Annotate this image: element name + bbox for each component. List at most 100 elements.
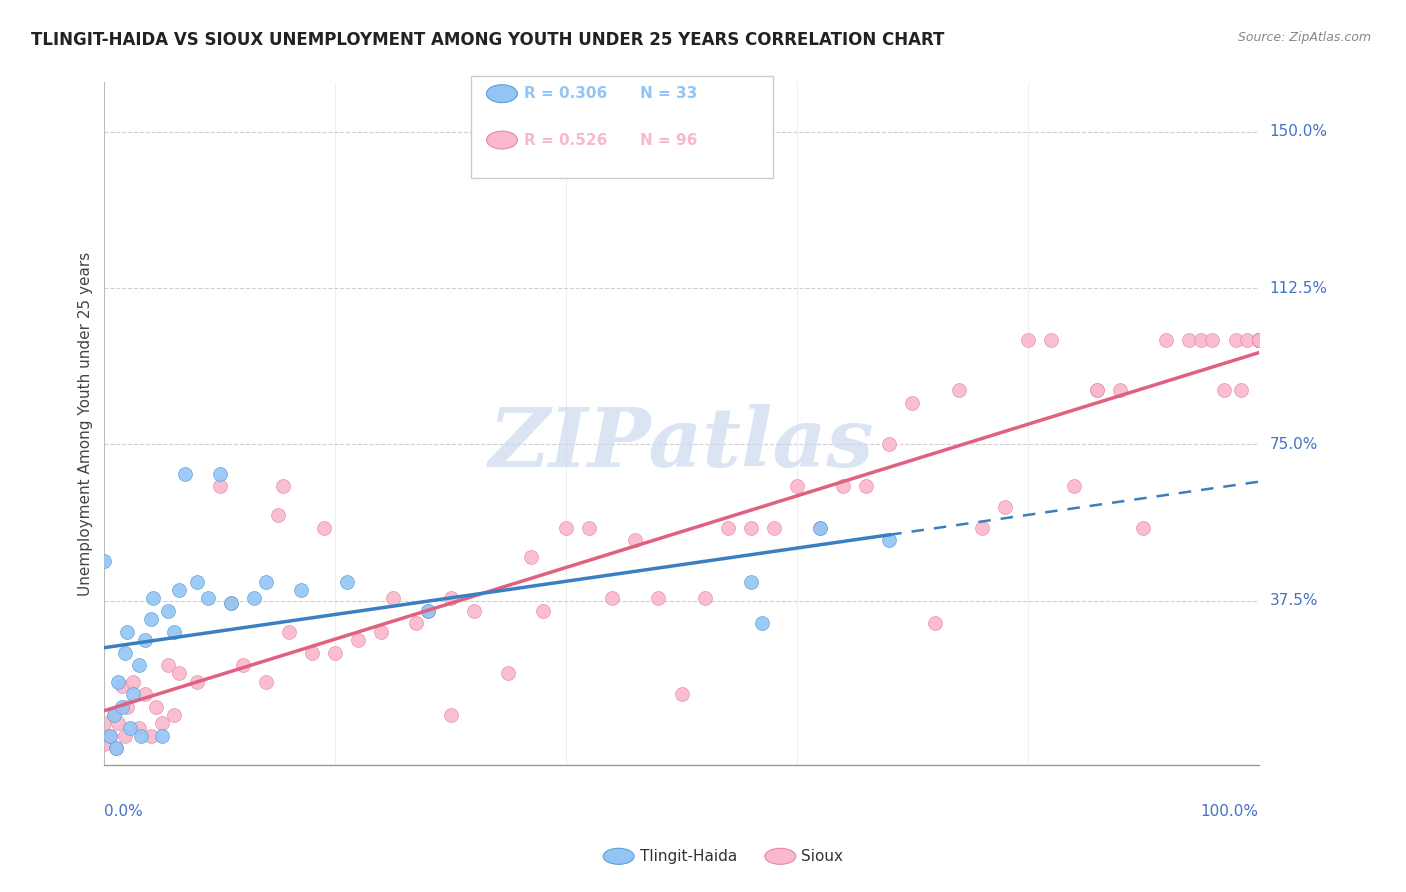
Point: [301, 646, 323, 660]
Point: [416, 604, 439, 618]
Point: [131, 729, 153, 743]
Text: 0.0%: 0.0%: [104, 804, 143, 819]
Point: [208, 467, 231, 481]
Point: [1247, 333, 1270, 347]
Point: [323, 646, 346, 660]
Point: [271, 479, 294, 493]
Point: [1247, 333, 1270, 347]
Point: [111, 679, 134, 693]
Point: [114, 729, 136, 743]
Point: [1017, 333, 1039, 347]
Point: [232, 658, 254, 673]
Point: [162, 624, 184, 639]
Point: [717, 521, 740, 535]
Point: [463, 604, 485, 618]
Point: [832, 479, 855, 493]
Point: [1247, 333, 1270, 347]
Point: [114, 646, 136, 660]
Point: [107, 674, 129, 689]
Text: 100.0%: 100.0%: [1201, 804, 1258, 819]
Point: [169, 583, 191, 598]
Point: [107, 716, 129, 731]
Point: [254, 674, 277, 689]
Point: [370, 624, 392, 639]
Point: [336, 574, 359, 589]
Point: [221, 596, 243, 610]
Point: [1247, 333, 1270, 347]
Text: ZIPatlas: ZIPatlas: [489, 404, 875, 484]
Point: [624, 533, 647, 548]
Point: [1247, 333, 1270, 347]
Point: [145, 699, 167, 714]
Point: [1247, 333, 1270, 347]
Point: [520, 549, 543, 564]
Point: [877, 437, 900, 451]
Text: Sioux: Sioux: [801, 849, 844, 863]
Point: [994, 500, 1017, 514]
Point: [647, 591, 669, 606]
Point: [150, 729, 173, 743]
Point: [877, 533, 900, 548]
Point: [134, 687, 156, 701]
Point: [808, 521, 831, 535]
Text: R = 0.306: R = 0.306: [524, 87, 607, 101]
Point: [970, 521, 993, 535]
Point: [1247, 333, 1270, 347]
Point: [93, 554, 115, 568]
Text: 75.0%: 75.0%: [1270, 437, 1317, 452]
Point: [416, 604, 439, 618]
Point: [98, 729, 121, 743]
Point: [103, 708, 125, 723]
Point: [1247, 333, 1270, 347]
Point: [555, 521, 578, 535]
Y-axis label: Unemployment Among Youth under 25 years: Unemployment Among Youth under 25 years: [79, 252, 93, 596]
Point: [221, 596, 243, 610]
Point: [1085, 383, 1108, 397]
Point: [740, 521, 762, 535]
Point: [1247, 333, 1270, 347]
Text: N = 96: N = 96: [640, 133, 697, 147]
Point: [855, 479, 877, 493]
Point: [142, 591, 165, 606]
Point: [1247, 333, 1270, 347]
Point: [740, 574, 762, 589]
Point: [134, 633, 156, 648]
Point: [1189, 333, 1212, 347]
Point: [1039, 333, 1062, 347]
Point: [381, 591, 404, 606]
Point: [1247, 333, 1270, 347]
Point: [122, 674, 145, 689]
Point: [808, 521, 831, 535]
Point: [578, 521, 600, 535]
Point: [111, 699, 134, 714]
Point: [751, 616, 773, 631]
Point: [1247, 333, 1270, 347]
Point: [924, 616, 946, 631]
Point: [405, 616, 427, 631]
Point: [1247, 333, 1270, 347]
Point: [1156, 333, 1178, 347]
Point: [440, 591, 463, 606]
Point: [440, 708, 463, 723]
Point: [150, 716, 173, 731]
Point: [312, 521, 335, 535]
Point: [531, 604, 554, 618]
Point: [139, 729, 162, 743]
Point: [128, 658, 150, 673]
Point: [266, 508, 288, 523]
Text: Tlingit-Haida: Tlingit-Haida: [640, 849, 737, 863]
Point: [139, 612, 162, 626]
Point: [103, 708, 125, 723]
Point: [1109, 383, 1132, 397]
Point: [208, 479, 231, 493]
Point: [98, 729, 121, 743]
Point: [1085, 383, 1108, 397]
Point: [498, 666, 520, 681]
Point: [1247, 333, 1270, 347]
Point: [1247, 333, 1270, 347]
Point: [600, 591, 623, 606]
Point: [156, 658, 179, 673]
Point: [1132, 521, 1154, 535]
Text: 112.5%: 112.5%: [1270, 281, 1327, 295]
Point: [93, 737, 115, 751]
